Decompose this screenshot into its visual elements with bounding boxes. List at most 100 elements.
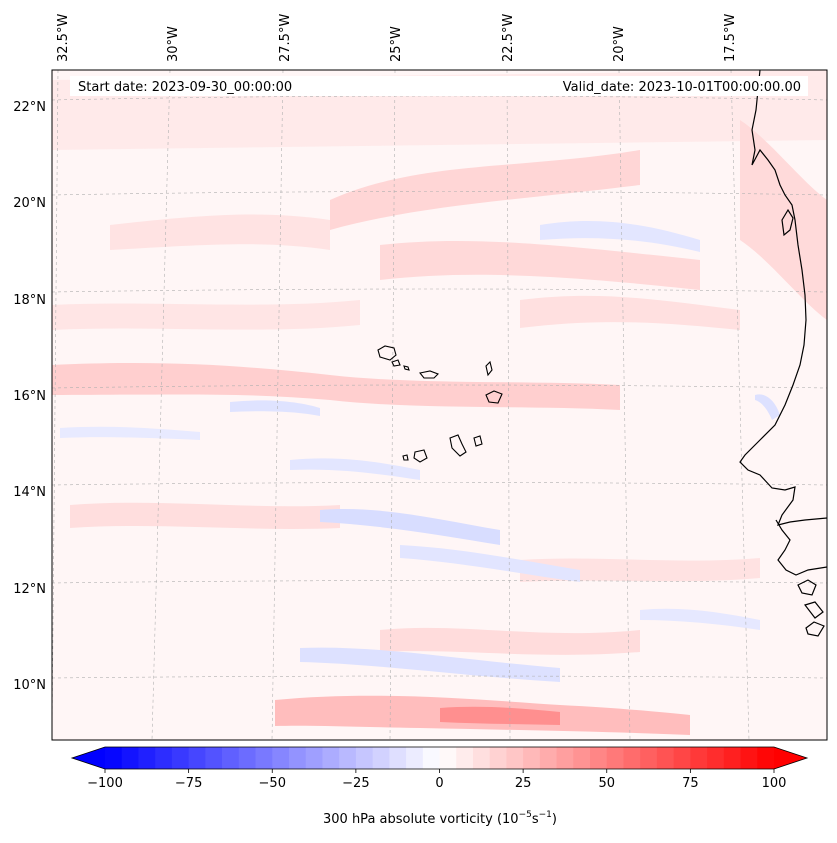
lon-label: 32.5°W — [56, 14, 71, 62]
vorticity-band-negative — [290, 458, 420, 480]
valid-date-label: Valid_date: 2023-10-01T00:00:00.00 — [563, 80, 801, 95]
island-sao-nicolau — [419, 370, 439, 379]
colorbar-segment — [606, 747, 624, 769]
gridline-lon — [730, 70, 750, 740]
lat-label: 22°N — [13, 100, 46, 115]
colorbar-segment — [472, 747, 491, 769]
colorbar-segment — [322, 747, 340, 769]
vorticity-field — [52, 70, 827, 735]
lon-label: 27.5°W — [278, 14, 293, 62]
colorbar-tick-label: 75 — [682, 776, 699, 791]
colorbar-segment — [673, 747, 691, 769]
vorticity-band-positive — [380, 627, 640, 655]
vorticity-band-strong — [440, 706, 560, 725]
vorticity-band-negative — [540, 220, 700, 252]
lat-label: 18°N — [13, 293, 46, 308]
colorbar-segment — [623, 747, 641, 769]
colorbar-segment — [506, 747, 524, 769]
gridline-lon — [271, 70, 284, 740]
gridline-lon — [389, 70, 396, 740]
vorticity-band-negative — [300, 647, 560, 682]
colorbar-max-extend-arrow — [774, 747, 807, 769]
graticule — [52, 70, 827, 740]
map-panel: Start date: 2023-09-30_00:00:00 Valid_da… — [52, 70, 827, 740]
colorbar-tick-label: 25 — [515, 776, 532, 791]
vorticity-band-positive — [52, 300, 360, 330]
colorbar-segments — [105, 747, 775, 769]
colorbar-segment — [155, 747, 173, 769]
colorbar-tick-label: −25 — [342, 776, 369, 791]
island-fogo — [413, 449, 428, 463]
start-date-label: Start date: 2023-09-30_00:00:00 — [78, 80, 292, 95]
colorbar-label: 300 hPa absolute vorticity (10−5s−1) — [323, 810, 557, 827]
colorbar-segment — [757, 747, 775, 769]
colorbar-segment — [523, 747, 541, 769]
colorbar-segment — [105, 747, 123, 769]
island-santiago — [449, 434, 467, 457]
colorbar-segment — [188, 747, 206, 769]
colorbar-segment — [205, 747, 223, 769]
lon-label: 20°W — [612, 26, 627, 62]
gridline-lon — [52, 70, 59, 740]
latitude-labels: 22°N 20°N 18°N 16°N 14°N 12°N 10°N — [13, 100, 46, 693]
island-sal — [485, 360, 493, 377]
colorbar-segment — [707, 747, 725, 769]
lon-label: 25°W — [389, 26, 404, 62]
colorbar-segment — [539, 747, 557, 769]
colorbar-segment — [138, 747, 156, 769]
colorbar-ticks: −100 −75 −50 −25 0 25 50 75 100 — [87, 769, 786, 791]
gridline-lon — [506, 70, 511, 740]
longitude-labels: 32.5°W 30°W 27.5°W 25°W 22.5°W 20°W 17.5… — [56, 14, 738, 62]
island-maio — [473, 435, 483, 447]
vorticity-band-negative — [320, 509, 500, 545]
gridline-lat — [52, 288, 827, 293]
colorbar-segment — [723, 747, 741, 769]
lon-label: 17.5°W — [723, 14, 738, 62]
lon-label: 22.5°W — [501, 14, 516, 62]
africa-coastline — [739, 70, 827, 526]
colorbar-tick-label: 0 — [435, 776, 443, 791]
colorbar-min-extend-arrow — [72, 747, 105, 769]
gridline-lat — [52, 675, 827, 679]
bijagos-island — [805, 621, 825, 637]
colorbar-segment — [355, 747, 374, 769]
island-brava — [402, 454, 409, 461]
lat-label: 20°N — [13, 196, 46, 211]
colorbar-segment — [406, 747, 424, 769]
colorbar-segment — [640, 747, 658, 769]
lat-label: 12°N — [13, 582, 46, 597]
colorbar-tick-label: 50 — [598, 776, 615, 791]
island-santo-antao — [377, 345, 397, 361]
vorticity-band-positive — [110, 214, 330, 250]
lat-label: 14°N — [13, 485, 46, 500]
colorbar-segment — [422, 747, 440, 769]
colorbar-segment — [590, 747, 608, 769]
vorticity-band-negative — [400, 545, 580, 582]
colorbar-segment — [339, 747, 357, 769]
vorticity-band-negative — [230, 400, 320, 416]
colorbar-segment — [222, 747, 240, 769]
colorbar-segment — [255, 747, 273, 769]
vorticity-band-positive — [740, 120, 827, 320]
map-frame — [51, 69, 828, 741]
colorbar-segment — [489, 747, 507, 769]
vorticity-band-positive — [70, 502, 340, 529]
colorbar-segment — [556, 747, 574, 769]
guinea-bissau-coastline — [775, 519, 827, 576]
lat-label: 16°N — [13, 389, 46, 404]
colorbar-segment — [456, 747, 474, 769]
coastal-island — [781, 208, 794, 237]
bijagos-island — [803, 601, 824, 619]
cape-verde-islands — [377, 345, 503, 463]
gridline-lon — [151, 70, 171, 740]
island-boa-vista — [485, 390, 503, 404]
gridline-lat — [52, 580, 827, 584]
colorbar-segment — [740, 747, 758, 769]
colorbar: −100 −75 −50 −25 0 25 50 75 100 300 hPa absolute… — [70, 746, 809, 827]
colorbar-tick-label: −75 — [175, 776, 202, 791]
colorbar-tick-label: 100 — [762, 776, 787, 791]
bijagos-island — [797, 579, 817, 596]
gridline-lat — [52, 191, 827, 196]
colorbar-segment — [656, 747, 675, 769]
